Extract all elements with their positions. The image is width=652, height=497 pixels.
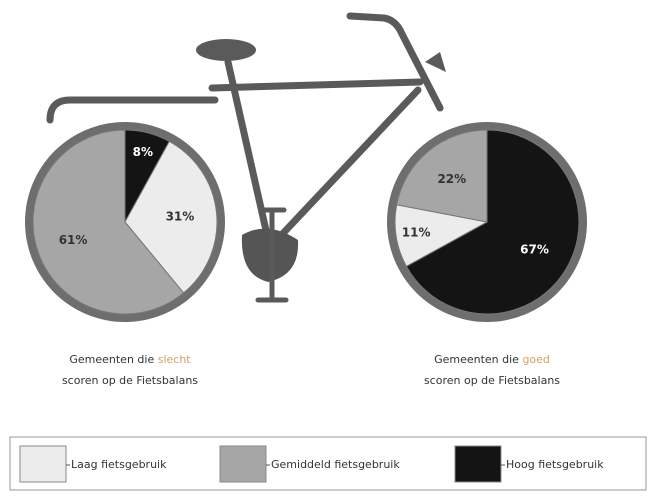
caption-text: Gemeenten die xyxy=(69,353,154,366)
legend-swatch xyxy=(220,446,266,482)
data-label: 8% xyxy=(133,145,153,159)
top-tube xyxy=(212,82,420,88)
caption: scoren op de Fietsbalans xyxy=(424,374,560,387)
data-label: 31% xyxy=(166,209,195,223)
caption-text: Gemeenten die xyxy=(434,353,519,366)
data-label: 67% xyxy=(520,243,549,257)
data-label: 11% xyxy=(402,226,431,240)
legend-swatch xyxy=(20,446,66,482)
legend-label: Hoog fietsgebruik xyxy=(506,458,604,471)
saddle xyxy=(196,39,256,61)
data-label: 22% xyxy=(437,172,466,186)
caption-highlight: goed xyxy=(522,353,549,366)
fender xyxy=(50,100,215,120)
legend-label: Gemiddeld fietsgebruik xyxy=(271,458,400,471)
chart: 8% 31% 61% Gemeenten die slecht scoren op de… xyxy=(0,0,652,497)
legend-swatch xyxy=(455,446,501,482)
caption: Gemeenten die slecht xyxy=(69,353,191,366)
caption: scoren op de Fietsbalans xyxy=(62,374,198,387)
lamp xyxy=(425,52,446,72)
caption-highlight: slecht xyxy=(158,353,192,366)
caption: Gemeenten die goed xyxy=(434,353,550,366)
data-label: 61% xyxy=(59,233,88,247)
legend-label: Laag fietsgebruik xyxy=(71,458,167,471)
